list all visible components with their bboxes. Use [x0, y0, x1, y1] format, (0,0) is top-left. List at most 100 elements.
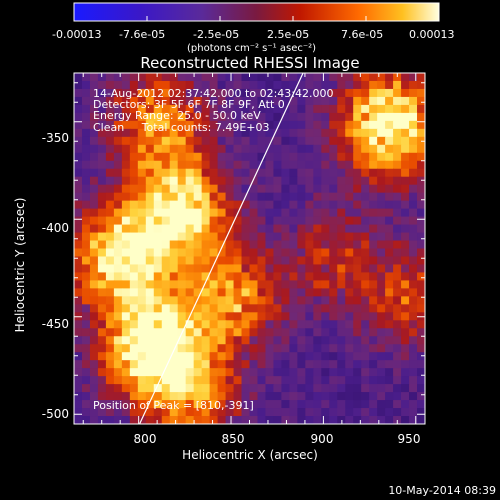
heatmap-cell: [417, 96, 425, 106]
heatmap-cell: [345, 312, 354, 321]
heatmap-cell: [177, 272, 187, 282]
heatmap-cell: [297, 312, 306, 321]
heatmap-cell: [209, 160, 219, 170]
heatmap-cell: [193, 160, 203, 170]
heatmap-cell: [201, 152, 211, 162]
heatmap-cell: [321, 384, 330, 393]
heatmap-cell: [169, 368, 179, 377]
heatmap-cell: [74, 384, 83, 393]
heatmap-cell: [337, 216, 346, 226]
heatmap-cell: [265, 120, 275, 130]
heatmap-cell: [273, 360, 283, 369]
heatmap-cell: [153, 200, 163, 210]
heatmap-cell: [345, 136, 354, 146]
heatmap-cell: [185, 304, 195, 313]
heatmap-cell: [401, 288, 410, 297]
heatmap-cell: [337, 208, 346, 218]
heatmap-cell: [401, 352, 410, 361]
heatmap-cell: [81, 104, 91, 114]
heatmap-cell: [185, 136, 195, 146]
heatmap-cell: [177, 112, 187, 122]
heatmap-cell: [209, 288, 219, 297]
heatmap-cell: [337, 144, 346, 154]
heatmap-cell: [337, 272, 346, 282]
heatmap-cell: [393, 240, 402, 250]
heatmap-cell: [153, 384, 163, 393]
heatmap-cell: [361, 176, 370, 186]
heatmap-cell: [217, 256, 227, 266]
heatmap-cell: [209, 184, 219, 194]
heatmap-cell: [393, 408, 402, 417]
heatmap-cell: [289, 272, 298, 282]
heatmap-cell: [241, 376, 251, 385]
heatmap-cell: [81, 208, 91, 218]
heatmap-cell: [273, 80, 283, 90]
heatmap-cell: [345, 192, 354, 202]
heatmap-cell: [209, 104, 219, 114]
heatmap-cell: [233, 176, 243, 186]
heatmap-cell: [249, 192, 259, 202]
heatmap-cell: [265, 96, 275, 106]
heatmap-cell: [361, 192, 370, 202]
heatmap-cell: [121, 80, 131, 90]
heatmap-cell: [241, 216, 251, 226]
heatmap-cell: [377, 296, 386, 305]
heatmap-cell: [129, 200, 139, 210]
heatmap-cell: [89, 104, 99, 114]
heatmap-cell: [161, 336, 171, 345]
heatmap-cell: [209, 384, 219, 393]
heatmap-cell: [281, 192, 290, 202]
heatmap-cell: [385, 128, 394, 138]
heatmap-cell: [89, 208, 99, 218]
heatmap-cell: [113, 392, 123, 401]
heatmap-cell: [313, 408, 322, 417]
heatmap-cell: [241, 296, 251, 305]
heatmap-cell: [409, 136, 418, 146]
heatmap-cell: [225, 320, 235, 329]
heatmap-cell: [233, 328, 243, 337]
heatmap-cell: [305, 176, 314, 186]
heatmap-cell: [369, 152, 378, 162]
heatmap-cell: [313, 200, 322, 210]
heatmap-cell: [217, 296, 227, 305]
heatmap-cell: [137, 168, 147, 178]
heatmap-cell: [145, 304, 155, 313]
heatmap-cell: [209, 368, 219, 377]
heatmap-cell: [225, 168, 235, 178]
heatmap-cell: [153, 296, 163, 305]
heatmap-cell: [289, 296, 298, 305]
heatmap-cell: [217, 128, 227, 138]
heatmap-cell: [377, 264, 386, 274]
heatmap-cell: [161, 264, 171, 274]
heatmap-cell: [121, 128, 131, 138]
heatmap-cell: [113, 408, 123, 417]
heatmap-cell: [97, 288, 107, 297]
heatmap-cell: [249, 416, 259, 424]
heatmap-cell: [353, 408, 362, 417]
heatmap-cell: [329, 104, 338, 114]
heatmap-cell: [345, 200, 354, 210]
heatmap-cell: [89, 336, 99, 345]
heatmap-cell: [265, 224, 275, 234]
heatmap-cell: [81, 360, 91, 369]
heatmap-cell: [97, 136, 107, 146]
heatmap-cell: [385, 416, 394, 424]
heatmap-cell: [249, 280, 259, 289]
heatmap-cell: [385, 360, 394, 369]
heatmap-cell: [89, 376, 99, 385]
heatmap-cell: [329, 296, 338, 305]
heatmap-cell: [209, 120, 219, 130]
heatmap-cell: [161, 384, 171, 393]
heatmap-cell: [241, 384, 251, 393]
heatmap-cell: [217, 344, 227, 353]
heatmap-cell: [305, 240, 314, 250]
heatmap-cell: [169, 352, 179, 361]
heatmap-cell: [249, 200, 259, 210]
heatmap-cell: [74, 128, 83, 138]
heatmap-cell: [289, 144, 298, 154]
heatmap-cell: [105, 144, 115, 154]
heatmap-cell: [409, 104, 418, 114]
heatmap-cell: [217, 408, 227, 417]
heatmap-cell: [145, 80, 155, 90]
heatmap-cell: [153, 368, 163, 377]
